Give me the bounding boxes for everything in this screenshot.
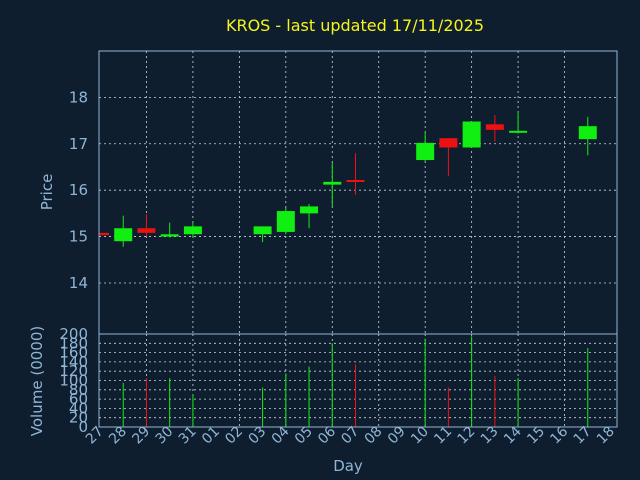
candle-body — [300, 206, 319, 214]
price-tick-label: 16 — [69, 181, 88, 199]
price-gridlines — [99, 51, 617, 334]
price-panel-frame — [98, 50, 618, 335]
volume-panel-frame — [98, 333, 618, 428]
price-tick-label: 14 — [69, 274, 88, 292]
volume-tick-label: 0 — [78, 418, 88, 436]
candle-body — [114, 228, 133, 242]
candle-body — [323, 181, 342, 185]
volume-tick-label: 60 — [69, 390, 88, 408]
volume-bars — [122, 336, 589, 427]
price-tick-label: 18 — [69, 88, 88, 106]
candle-body — [416, 142, 435, 161]
volume-tick-label: 20 — [69, 409, 88, 427]
volume-tick-label: 40 — [69, 399, 88, 417]
volume-gridlines — [99, 333, 617, 428]
volume-tick-label: 200 — [59, 325, 88, 343]
volume-axis-label: Volume (0000) — [28, 326, 46, 436]
candle-body — [160, 234, 179, 237]
candle-body — [439, 138, 458, 148]
candle-body — [509, 130, 528, 133]
candle-body — [346, 179, 365, 182]
chart-title: KROS - last updated 17/11/2025 — [226, 16, 484, 35]
day-tick-labels: 27 28 29 30 31 01 02 03 04 05 06 07 08 09 10 11 12 13 14 15… — [83, 423, 618, 447]
volume-tick-label: 80 — [69, 381, 88, 399]
price-tick-label: 15 — [69, 228, 88, 246]
price-tick-label: 17 — [69, 135, 88, 153]
day-axis-label: Day — [333, 457, 363, 475]
volume-tick-label: 100 — [59, 372, 88, 390]
candle-body — [462, 121, 481, 148]
candle-body — [276, 211, 295, 232]
volume-tick-label: 140 — [59, 353, 88, 371]
candle-body — [485, 124, 504, 130]
candle-body — [253, 226, 272, 235]
volume-tick-label: 120 — [59, 362, 88, 380]
volume-tick-label: 180 — [59, 334, 88, 352]
price-candles — [99, 112, 597, 247]
price-axis-label: Price — [38, 174, 56, 211]
volume-tick-label: 160 — [59, 344, 88, 362]
candle-body — [183, 226, 202, 235]
candle-body — [100, 232, 109, 236]
price-tick-labels: 14 15 16 17 18 — [69, 88, 88, 292]
candle-body — [137, 228, 156, 233]
candle-body — [578, 126, 597, 140]
